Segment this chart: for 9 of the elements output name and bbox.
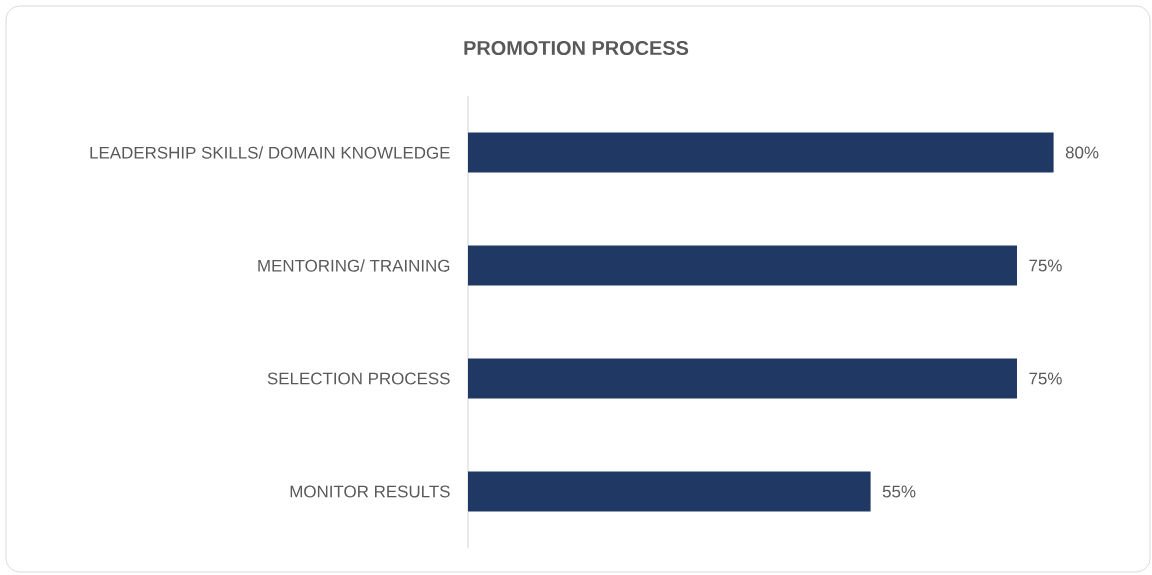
data-label: 75% bbox=[1029, 259, 1062, 272]
chart-title: PROMOTION PROCESS bbox=[464, 40, 689, 56]
data-label: 75% bbox=[1029, 372, 1062, 385]
y-tick-label: LEADERSHIP SKILLS/ DOMAIN KNOWLEDGE bbox=[90, 146, 450, 159]
y-tick-label: MONITOR RESULTS bbox=[290, 485, 450, 498]
data-label: 55% bbox=[882, 485, 916, 498]
y-tick-label: SELECTION PROCESS bbox=[267, 372, 450, 385]
data-label: 80% bbox=[1065, 146, 1099, 159]
y-tick-label: MENTORING/ TRAINING bbox=[258, 259, 450, 272]
